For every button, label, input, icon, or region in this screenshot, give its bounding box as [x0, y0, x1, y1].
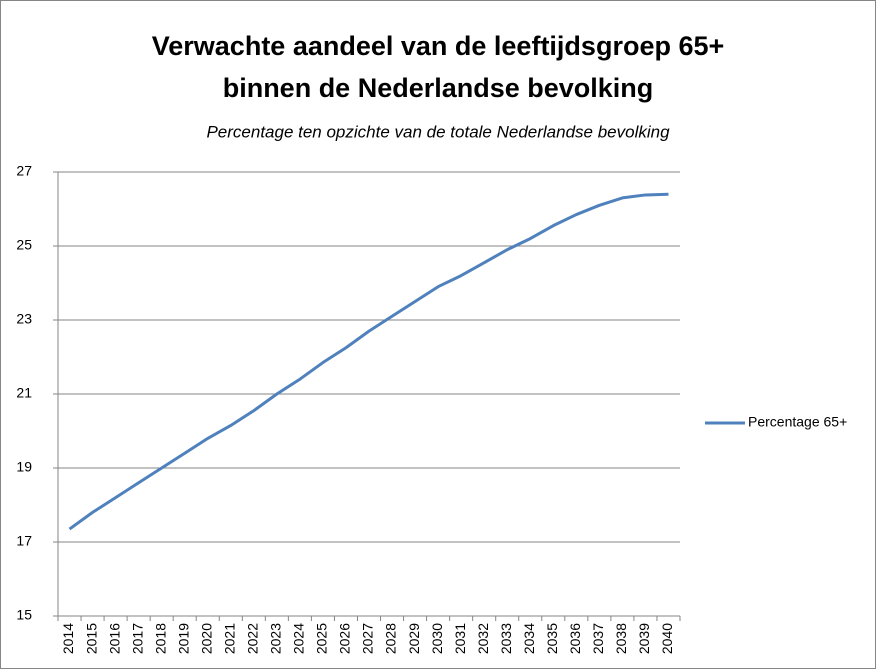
- chart-title: Verwachte aandeel van de leeftijdsgroep …: [152, 31, 725, 61]
- y-tick-label: 17: [16, 533, 32, 549]
- x-tick-label: 2036: [567, 623, 583, 654]
- chart-subtitle: Percentage ten opzichte van de totale Ne…: [206, 122, 670, 141]
- y-tick-label: 27: [16, 163, 32, 179]
- x-tick-label: 2033: [498, 623, 514, 654]
- x-tick-label: 2017: [129, 623, 145, 654]
- x-tick-label: 2031: [452, 623, 468, 654]
- x-tick-label: 2029: [406, 623, 422, 654]
- y-tick-label: 15: [16, 607, 32, 623]
- x-tick-label: 2018: [152, 623, 168, 654]
- x-tick-label: 2034: [521, 623, 537, 654]
- y-tick-label: 21: [16, 385, 32, 401]
- x-tick-label: 2032: [475, 623, 491, 654]
- x-tick-label: 2021: [221, 623, 237, 654]
- data-line: [68, 192, 669, 531]
- x-tick-label: 2019: [175, 623, 191, 654]
- x-tick-label: 2015: [83, 623, 99, 654]
- x-tick-label: 2026: [337, 623, 353, 654]
- x-tick-label: 2022: [245, 623, 261, 654]
- x-tick-label: 2023: [268, 623, 284, 654]
- y-tick-label: 23: [16, 311, 32, 327]
- x-tick-label: 2028: [383, 623, 399, 654]
- x-tick-label: 2024: [291, 623, 307, 654]
- y-tick-label: 19: [16, 459, 32, 475]
- chart-title: binnen de Nederlandse bevolking: [223, 73, 654, 103]
- x-tick-label: 2020: [198, 623, 214, 654]
- x-tick-label: 2038: [613, 623, 629, 654]
- y-tick-label: 25: [16, 237, 32, 253]
- x-tick-label: 2035: [544, 623, 560, 654]
- x-tick-label: 2037: [590, 623, 606, 654]
- x-tick-label: 2039: [636, 623, 652, 654]
- x-tick-label: 2027: [360, 623, 376, 654]
- x-tick-label: 2016: [106, 623, 122, 654]
- x-tick-label: 2040: [659, 623, 675, 654]
- x-tick-label: 2025: [314, 623, 330, 654]
- x-tick-label: 2030: [429, 623, 445, 654]
- legend-label: Percentage 65+: [748, 414, 847, 430]
- x-tick-label: 2014: [60, 623, 76, 654]
